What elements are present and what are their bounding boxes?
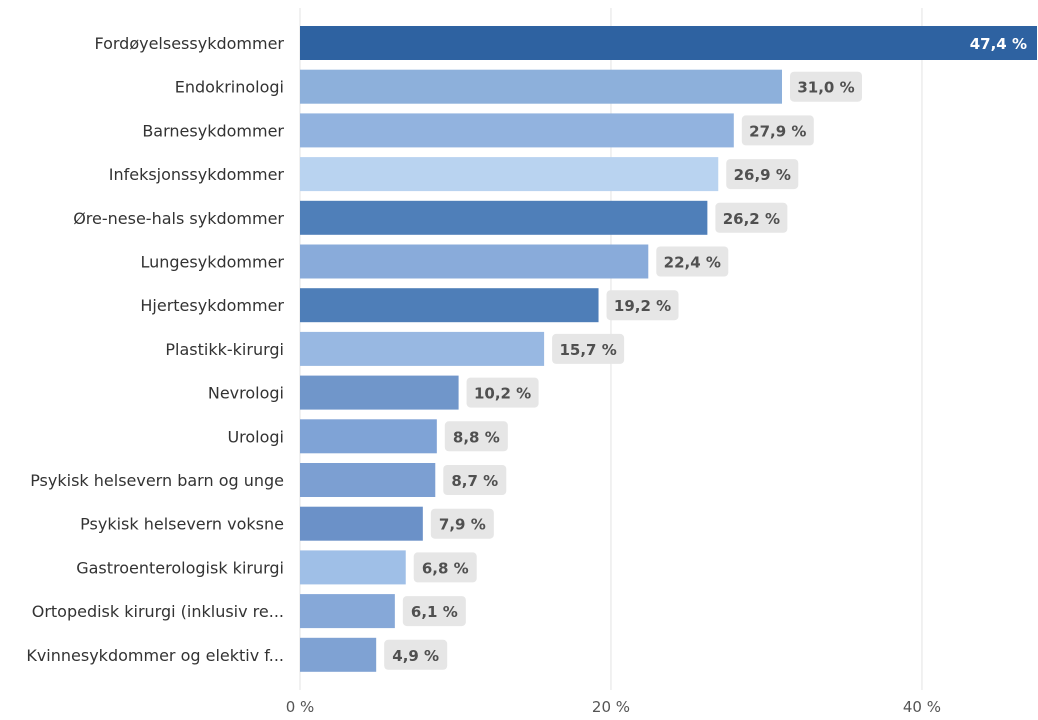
x-axis-ticks: 0 % 20 % 40 % <box>286 698 941 716</box>
data-label: 22,4 % <box>664 254 721 272</box>
bar <box>300 69 783 104</box>
data-label-background <box>413 552 477 583</box>
data-label-background <box>430 508 494 539</box>
data-label-background <box>552 333 625 364</box>
category-label: Psykisk helsevern voksne <box>80 515 284 534</box>
category-label: Ortopedisk kirurgi (inklusiv re... <box>32 602 284 621</box>
data-label: 15,7 % <box>559 341 616 359</box>
x-tick-label: 40 % <box>903 698 941 716</box>
bar <box>300 375 459 410</box>
data-label: 10,2 % <box>474 385 531 403</box>
bar <box>300 419 437 454</box>
data-label-background <box>466 377 539 408</box>
category-label: Øre-nese-hals sykdommer <box>73 209 284 228</box>
category-label: Psykisk helsevern barn og unge <box>30 471 284 490</box>
x-tick-label: 20 % <box>592 698 630 716</box>
data-label: 6,1 % <box>411 603 458 621</box>
bar <box>300 463 436 497</box>
category-label: Kvinnesykdommer og elektiv f... <box>26 646 284 665</box>
category-label: Nevrologi <box>208 384 284 403</box>
data-label: 19,2 % <box>614 297 671 315</box>
data-label-background <box>444 421 508 452</box>
bars: Fordøyelsessykdommer 47,4 % Endokrinologi 3… <box>26 26 1037 672</box>
data-label-background <box>790 71 863 102</box>
data-label: 4,9 % <box>392 647 439 665</box>
bar <box>300 200 708 235</box>
data-label: 26,9 % <box>734 166 791 184</box>
bar <box>300 157 719 192</box>
data-label: 7,9 % <box>439 516 486 534</box>
bar <box>300 550 406 585</box>
bar <box>300 637 377 672</box>
data-label: 8,7 % <box>451 472 498 490</box>
bar <box>300 331 545 366</box>
data-label: 8,8 % <box>453 428 500 446</box>
data-label: 27,9 % <box>749 122 806 140</box>
category-label: Lungesykdommer <box>140 253 284 272</box>
data-label: 31,0 % <box>797 79 854 97</box>
category-label: Endokrinologi <box>175 78 284 97</box>
bar <box>300 288 599 323</box>
bar <box>300 26 1037 60</box>
data-label: 6,8 % <box>422 559 469 577</box>
category-label: Fordøyelsessykdommer <box>94 34 284 53</box>
category-label: Barnesykdommer <box>142 121 284 140</box>
data-label-background <box>402 596 466 627</box>
category-label: Infeksjonssykdommer <box>109 165 285 184</box>
data-label-background <box>726 159 799 190</box>
data-label-background <box>606 290 679 321</box>
bar <box>300 506 423 541</box>
category-label: Gastroenterologisk kirurgi <box>76 558 284 577</box>
data-label-background <box>656 246 729 277</box>
category-label: Urologi <box>227 427 284 446</box>
x-tick-label: 0 % <box>286 698 315 716</box>
bar <box>300 113 734 148</box>
data-label-background <box>443 465 507 495</box>
data-label-background <box>384 639 448 670</box>
category-label: Plastikk-kirurgi <box>165 340 284 359</box>
data-label-background <box>715 202 788 233</box>
data-label: 47,4 % <box>970 35 1027 53</box>
data-label-background <box>741 115 814 146</box>
data-label: 26,2 % <box>723 210 780 228</box>
category-label: Hjertesykdommer <box>140 296 284 315</box>
bar <box>300 244 649 279</box>
bar <box>300 594 395 629</box>
